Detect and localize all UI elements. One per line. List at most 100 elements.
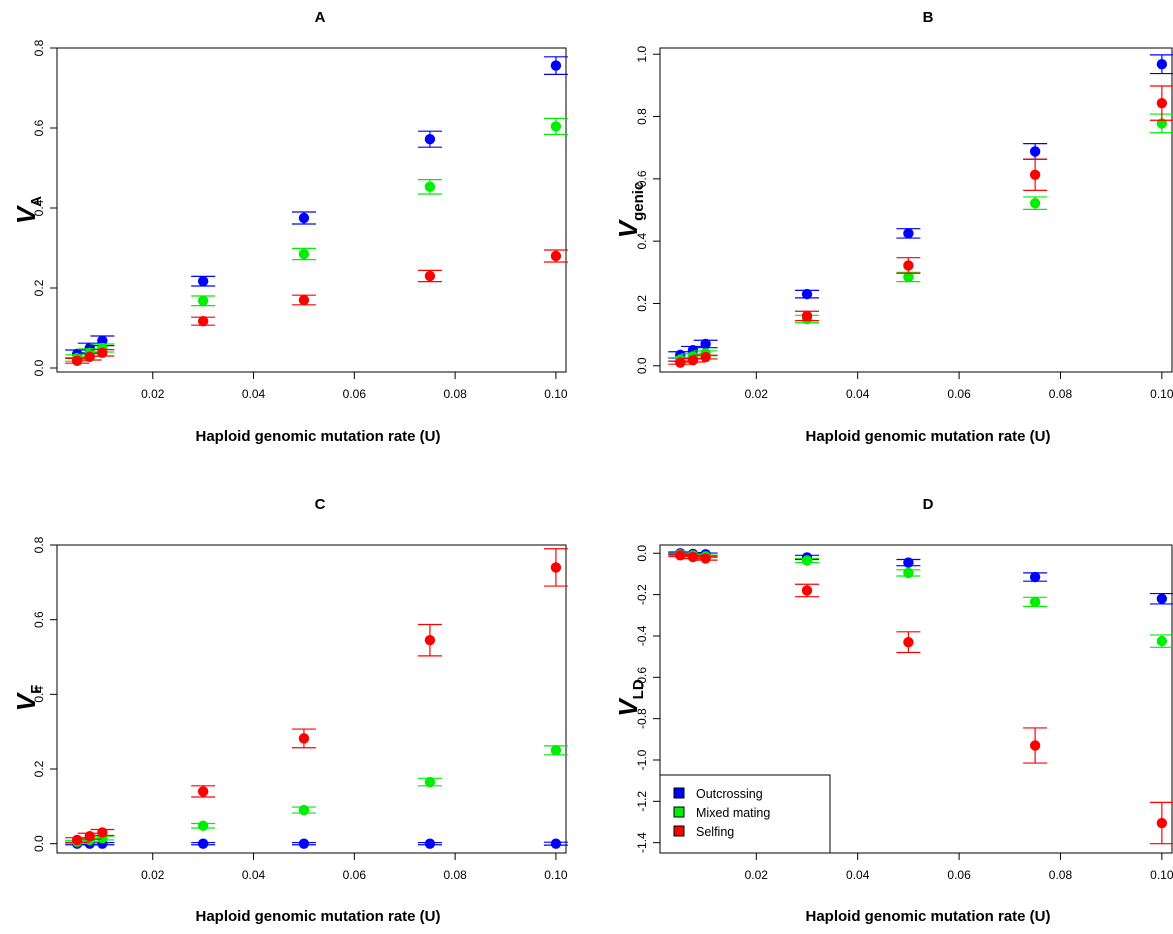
y-tick-label: 0.0: [635, 545, 649, 562]
series-0: [65, 56, 568, 360]
data-point: [801, 288, 813, 300]
y-tick-label: 0.8: [32, 536, 46, 553]
y-axis-label: VA: [11, 196, 45, 224]
series-1: [668, 549, 1173, 648]
x-tick-label: 0.10: [1150, 868, 1173, 882]
y-axis-label: VLD: [613, 679, 647, 717]
x-tick-label: 0.02: [141, 387, 165, 401]
data-point: [97, 347, 108, 358]
y-tick-label: 1.0: [635, 46, 649, 63]
legend: Outcrossing Mixed mating Selfing: [659, 774, 831, 854]
y-tick-label: -1.2: [635, 791, 649, 812]
y-tick-label: 0.4: [635, 232, 649, 249]
y-axis-label-sub: genic: [630, 182, 647, 221]
y-tick-label: 0.8: [635, 108, 649, 125]
y-tick-label: 0.2: [32, 279, 46, 296]
x-axis-label: Haploid genomic mutation rate (U): [195, 908, 440, 925]
x-tick-label: 0.08: [1049, 387, 1073, 401]
y-axis-label-sub: LD: [630, 679, 647, 699]
data-point: [424, 838, 436, 849]
data-point: [903, 228, 914, 239]
data-point: [1156, 635, 1168, 647]
y-tick-label: 0.6: [32, 119, 46, 136]
y-tick-label: -1.4: [635, 832, 649, 853]
data-point: [700, 553, 711, 564]
series-0: [65, 838, 568, 849]
data-point: [1029, 197, 1041, 209]
x-tick-label: 0.08: [1049, 868, 1073, 882]
panel-b: B 0.02 0.04 0.06 0.08 0.10 0.0 0.2 0.4 0.6 0.8 1.0 H…: [613, 9, 1173, 445]
data-point: [1156, 58, 1168, 70]
data-point: [550, 838, 562, 849]
series-2: [65, 548, 568, 846]
y-axis-label-main: V: [11, 691, 41, 711]
x-axis-label: Haploid genomic mutation rate (U): [805, 428, 1050, 445]
x-tick-label: 0.04: [846, 387, 870, 401]
plot-frame: [659, 47, 1173, 373]
data-point: [298, 212, 310, 224]
series-2: [668, 85, 1173, 368]
series-2: [668, 550, 1173, 845]
panel-title: A: [315, 9, 326, 26]
data-point: [550, 562, 562, 573]
x-tick-label: 0.06: [343, 387, 367, 401]
y-tick-label: -0.8: [635, 708, 649, 729]
data-point: [700, 351, 711, 363]
data-point: [84, 831, 95, 842]
data-point: [903, 260, 914, 271]
data-point: [197, 820, 209, 831]
series-0: [668, 548, 1173, 605]
data-point: [675, 550, 686, 561]
data-point: [801, 310, 813, 322]
data-point: [71, 355, 83, 366]
legend-box: [659, 774, 831, 854]
data-point: [197, 786, 209, 797]
y-axis-label: VF: [11, 685, 45, 712]
y-tick-label: 0.4: [32, 686, 46, 703]
data-point: [424, 270, 436, 282]
data-point: [1156, 593, 1168, 604]
data-point: [97, 827, 108, 838]
data-point: [197, 295, 209, 306]
data-point: [298, 838, 310, 849]
data-point: [197, 316, 209, 327]
data-point: [700, 338, 711, 350]
data-point: [550, 745, 562, 756]
x-axis-label: Haploid genomic mutation rate (U): [805, 908, 1050, 925]
x-tick-label: 0.10: [544, 387, 568, 401]
y-tick-label: -1.0: [635, 749, 649, 770]
data-point: [1156, 817, 1168, 829]
x-tick-label: 0.02: [745, 387, 769, 401]
series-1: [65, 745, 568, 847]
y-tick-label: 0.0: [32, 359, 46, 376]
x-tick-label: 0.08: [443, 868, 467, 882]
data-point: [424, 776, 436, 788]
data-point: [1029, 169, 1041, 180]
data-point: [801, 585, 813, 596]
x-tick-label: 0.04: [846, 868, 870, 882]
y-tick-label: 0.6: [635, 170, 649, 187]
y-axis-label-main: V: [11, 204, 41, 224]
data-point: [1029, 596, 1041, 608]
data-point: [550, 60, 562, 71]
data-point: [1029, 571, 1041, 583]
series-1: [668, 113, 1173, 365]
legend-swatch: [673, 825, 685, 837]
data-point: [903, 557, 914, 568]
panel-d: D 0.02 0.04 0.06 0.08 0.10 0.0 -0.2 -0.4 -0.6 -0.8…: [613, 496, 1173, 925]
x-tick-label: 0.08: [443, 387, 467, 401]
data-point: [550, 121, 562, 132]
plot-frame: [56, 544, 567, 854]
y-axis-label: Vgenic: [613, 182, 647, 239]
plot-frame: [56, 47, 567, 373]
y-tick-label: 0.2: [635, 295, 649, 312]
y-tick-label: -0.2: [635, 584, 649, 605]
plot-frame: [659, 544, 1173, 854]
y-tick-label: -0.6: [635, 667, 649, 688]
legend-label: Outcrossing: [696, 787, 763, 801]
x-tick-label: 0.10: [1150, 387, 1173, 401]
data-point: [1029, 740, 1041, 751]
series-0: [668, 54, 1173, 361]
panel-c: C 0.02 0.04 0.06 0.08 0.10 0.0 0.2 0.4 0.6 0.8 Hapl…: [11, 496, 568, 925]
